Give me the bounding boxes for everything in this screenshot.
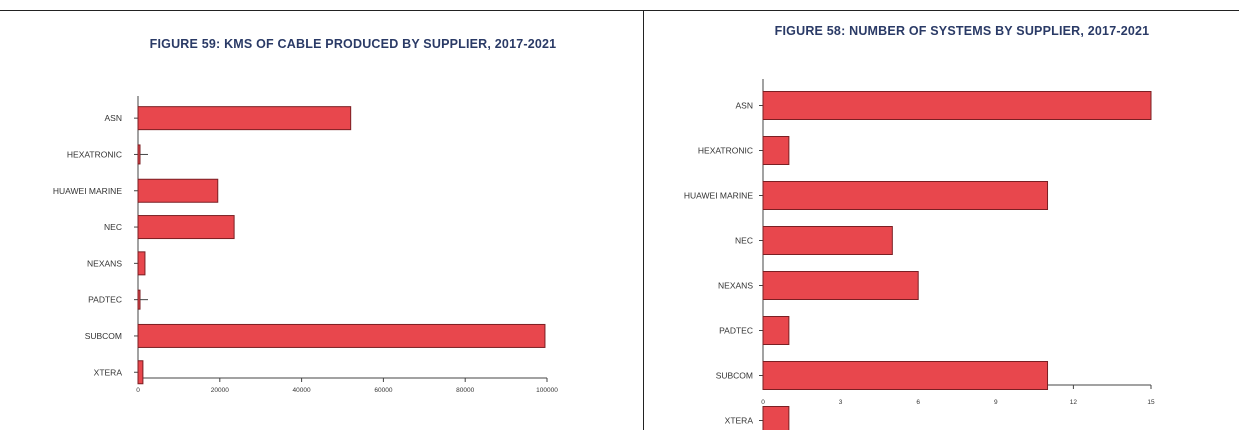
x-tick-label: 6 [916,399,920,406]
bar [762,226,893,255]
category-label: NEXANS [87,258,122,268]
bar [762,181,1049,210]
bar [762,136,790,165]
x-tick-label: 15 [1147,399,1155,406]
x-tick-label: 12 [1070,399,1078,406]
x-tick-label: 80000 [456,387,474,394]
bar [762,316,790,345]
category-label: NEXANS [718,281,753,291]
bar [137,215,235,240]
x-tick-label: 3 [839,399,843,406]
bar [762,361,1049,390]
x-tick-label: 100000 [536,387,558,394]
category-label: HEXATRONIC [67,149,122,159]
x-tick-label: 40000 [293,387,311,394]
category-label: PADTEC [88,295,122,305]
category-label: PADTEC [719,326,753,336]
bar [137,106,352,131]
category-label: ASN [105,113,122,123]
category-label: SUBCOM [85,331,122,341]
category-label: NEC [735,236,753,246]
category-label: HUAWEI MARINE [53,186,122,196]
bar [762,91,1152,120]
bar [762,271,919,300]
bar [137,289,141,310]
bar [137,323,546,348]
chart-title: FIGURE 58: NUMBER OF SYSTEMS BY SUPPLIER… [775,24,1150,38]
top-rule [0,10,1239,11]
x-tick-label: 20000 [211,387,229,394]
chart-title: FIGURE 59: KMS OF CABLE PRODUCED BY SUPP… [150,37,557,51]
bar [137,360,144,385]
x-tick-label: 9 [994,399,998,406]
chart-systems: FIGURE 58: NUMBER OF SYSTEMS BY SUPPLIER… [684,24,1155,430]
bar [137,144,141,165]
x-tick-label: 0 [761,399,765,406]
chart-kms-cable-panel: FIGURE 59: KMS OF CABLE PRODUCED BY SUPP… [53,37,558,394]
chart-systems-panel: FIGURE 58: NUMBER OF SYSTEMS BY SUPPLIER… [644,0,1239,430]
category-label: XTERA [94,367,123,377]
panel-divider [643,10,644,430]
bar [137,251,146,276]
x-tick-label: 0 [136,387,140,394]
category-label: XTERA [725,416,754,426]
category-label: HEXATRONIC [698,146,753,156]
category-label: ASN [736,101,753,111]
chart-kms-cable: FIGURE 59: KMS OF CABLE PRODUCED BY SUPP… [53,37,558,394]
category-label: HUAWEI MARINE [684,191,753,201]
x-tick-label: 60000 [374,387,392,394]
category-label: SUBCOM [716,371,753,381]
bar [137,178,219,203]
category-label: NEC [104,222,122,232]
bar [762,406,790,430]
